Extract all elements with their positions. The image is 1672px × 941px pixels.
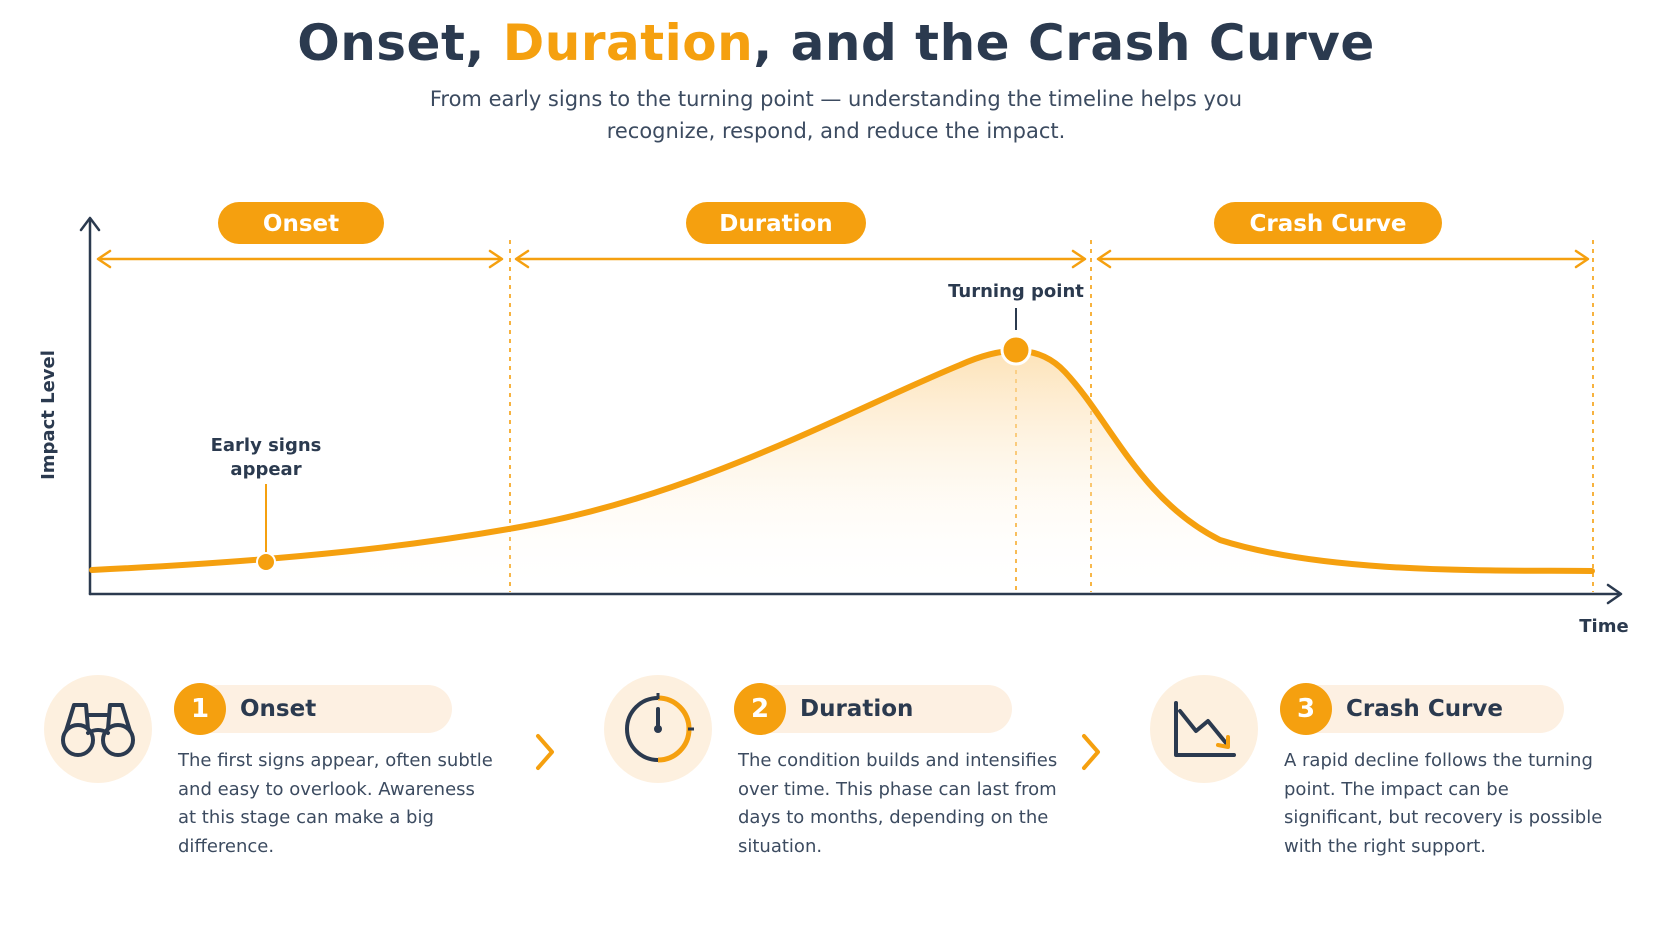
phase-card-duration: 2 Duration The condition builds and inte…	[604, 675, 1064, 895]
phase-pill-onset: Onset	[218, 202, 384, 244]
onset-range-arrow	[96, 249, 504, 269]
x-axis-label: Time	[1579, 616, 1628, 637]
phase-number-badge: 3	[1280, 683, 1332, 735]
early-signs-marker	[256, 552, 276, 572]
phase-card-crash-curve: 3 Crash Curve A rapid decline follows th…	[1150, 675, 1610, 895]
turning-point-marker	[1000, 334, 1032, 366]
y-axis-arrowhead	[79, 216, 101, 232]
phase-pill-crash-curve: Crash Curve	[1214, 202, 1442, 244]
phase-pill-onset-label: Onset	[263, 211, 339, 237]
phase-card-description: A rapid decline follows the turning poin…	[1284, 750, 1603, 857]
phase-card-description: The condition builds and intensifies ove…	[738, 750, 1058, 857]
phase-card-crash-curve-header: 3 Crash Curve	[1280, 683, 1564, 735]
page-title: Onset, Duration, and the Crash Curve	[0, 14, 1672, 72]
phase-pill-crash-curve-label: Crash Curve	[1249, 211, 1406, 237]
phase-number-badge: 2	[734, 683, 786, 735]
title-part-2: , and the Crash Curve	[753, 14, 1375, 72]
impact-area	[92, 350, 1592, 593]
page-subtitle: From early signs to the turning point — …	[429, 87, 1243, 143]
crash-curve-range-arrow	[1096, 249, 1590, 269]
phase-card-title: Onset	[240, 696, 317, 722]
x-axis-arrowhead	[1606, 583, 1623, 605]
phase-pill-duration: Duration	[686, 202, 866, 244]
turning-point-label: Turning point	[948, 281, 1084, 302]
duration-range-arrow	[514, 249, 1087, 269]
title-accent: Duration	[502, 14, 754, 72]
title-part-1: Onset,	[297, 14, 503, 72]
phase-card-description: The first signs appear, often subtle and…	[178, 750, 493, 857]
impact-curve	[89, 347, 1595, 574]
phase-number-badge: 1	[174, 683, 226, 735]
y-axis-label: Impact Level	[38, 350, 59, 480]
phase-card-duration-header: 2 Duration	[734, 683, 1012, 735]
clock-icon	[604, 675, 712, 783]
phase-pill-duration-label: Duration	[719, 211, 832, 237]
declining-chart-icon	[1150, 675, 1258, 783]
chevron-right-icon	[530, 730, 560, 778]
phase-card-onset: 1 Onset The first signs appear, often su…	[44, 675, 504, 895]
phase-card-onset-header: 1 Onset	[174, 683, 452, 735]
phase-card-title: Duration	[800, 696, 914, 722]
early-signs-label-line1: Early signs	[211, 435, 322, 456]
phase-card-title: Crash Curve	[1346, 696, 1504, 722]
early-signs-label-line2: appear	[230, 459, 301, 480]
chevron-right-icon	[1076, 730, 1106, 778]
binoculars-icon	[44, 675, 152, 783]
